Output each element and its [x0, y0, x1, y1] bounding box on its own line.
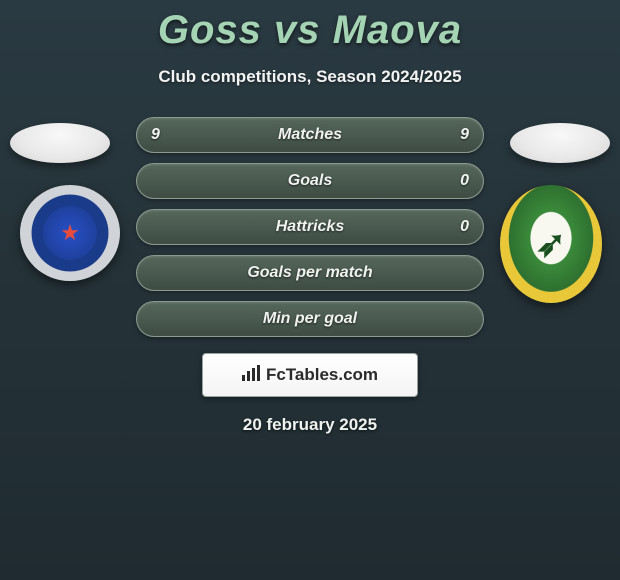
footer-date: 20 february 2025 — [0, 415, 620, 435]
stat-value-left: 9 — [151, 126, 160, 144]
star-icon: ★ — [60, 220, 80, 246]
comparison-content: ★ 9 Matches 9 Goals 0 Hattricks 0 Goals … — [0, 117, 620, 435]
stat-label: Hattricks — [276, 218, 344, 236]
brand-attribution[interactable]: FcTables.com — [202, 353, 418, 397]
player-silhouette-left — [10, 123, 110, 163]
stat-row-goals-per-match: Goals per match — [136, 255, 484, 291]
stat-label: Goals per match — [247, 264, 372, 282]
stat-label: Min per goal — [263, 310, 357, 328]
brand-text: FcTables.com — [266, 365, 378, 385]
page-title: Goss vs Maova — [0, 0, 620, 53]
stat-label: Matches — [278, 126, 342, 144]
stat-row-min-per-goal: Min per goal — [136, 301, 484, 337]
player-silhouette-right — [510, 123, 610, 163]
stat-value-right: 0 — [460, 172, 469, 190]
stat-row-matches: 9 Matches 9 — [136, 117, 484, 153]
stat-row-hattricks: Hattricks 0 — [136, 209, 484, 245]
stat-row-goals: Goals 0 — [136, 163, 484, 199]
page-subtitle: Club competitions, Season 2024/2025 — [0, 67, 620, 87]
club-logo-right — [500, 185, 602, 303]
stat-label: Goals — [288, 172, 332, 190]
stat-value-right: 0 — [460, 218, 469, 236]
chart-icon — [242, 365, 262, 386]
stat-value-right: 9 — [460, 126, 469, 144]
club-logo-left: ★ — [20, 185, 120, 281]
stats-list: 9 Matches 9 Goals 0 Hattricks 0 Goals pe… — [136, 117, 484, 337]
